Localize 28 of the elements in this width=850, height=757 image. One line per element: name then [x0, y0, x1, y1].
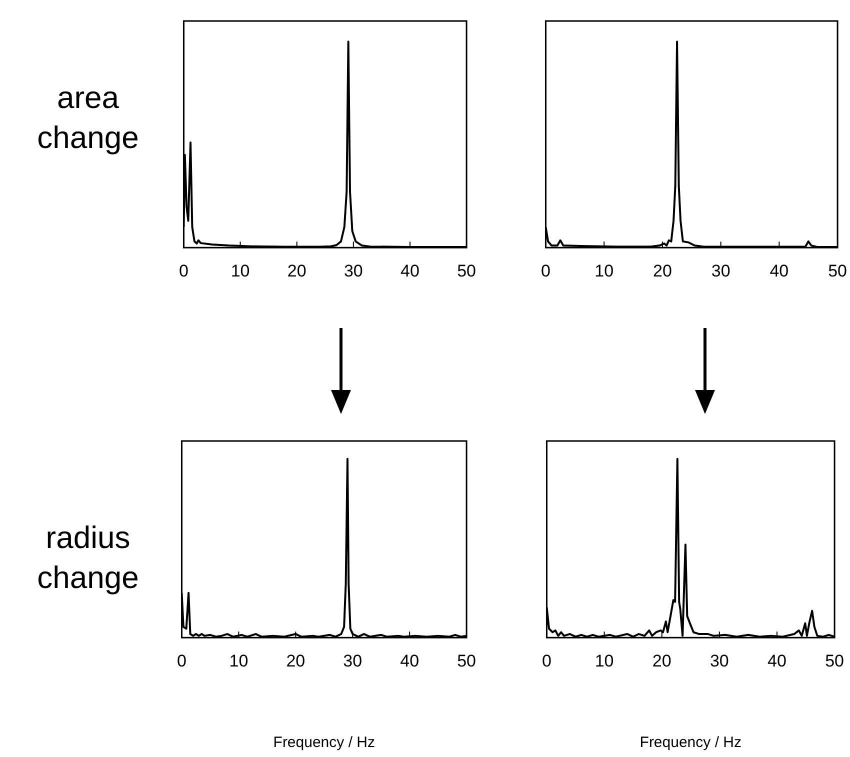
x-tick-label: 40 — [768, 651, 786, 670]
y-axis-title: radius change — [36, 519, 140, 597]
x-tick-label: 40 — [400, 261, 420, 280]
x-tick-label: 0 — [176, 651, 186, 670]
x-tick-label: 50 — [828, 261, 848, 280]
x-tick-label: 20 — [286, 651, 306, 670]
x-tick-label: 20 — [652, 651, 672, 670]
x-tick-label: 20 — [652, 261, 672, 280]
x-tick-label: 30 — [711, 261, 730, 280]
x-axis-title: Frequency / Hz — [273, 734, 375, 752]
x-tick-label: 10 — [229, 651, 248, 670]
x-tick-label: 10 — [594, 261, 614, 280]
x-tick-label: 0 — [178, 261, 188, 280]
x-tick-label: 0 — [540, 261, 550, 280]
x-tick-label: 30 — [343, 651, 362, 670]
x-tick-label: 50 — [457, 651, 476, 670]
x-tick-label: 50 — [457, 261, 476, 280]
y-axis-title: area change — [36, 79, 140, 157]
x-tick-label: 10 — [230, 261, 250, 280]
x-axis-title: Frequency / Hz — [640, 734, 742, 752]
x-tick-label: 10 — [594, 651, 614, 670]
x-tick-label: 40 — [770, 261, 789, 280]
x-tick-label: 30 — [710, 651, 729, 670]
x-tick-label: 0 — [542, 651, 552, 670]
x-tick-label: 40 — [400, 651, 420, 670]
x-tick-label: 50 — [825, 651, 844, 670]
x-tick-label: 30 — [344, 261, 363, 280]
x-tick-label: 20 — [287, 261, 306, 280]
